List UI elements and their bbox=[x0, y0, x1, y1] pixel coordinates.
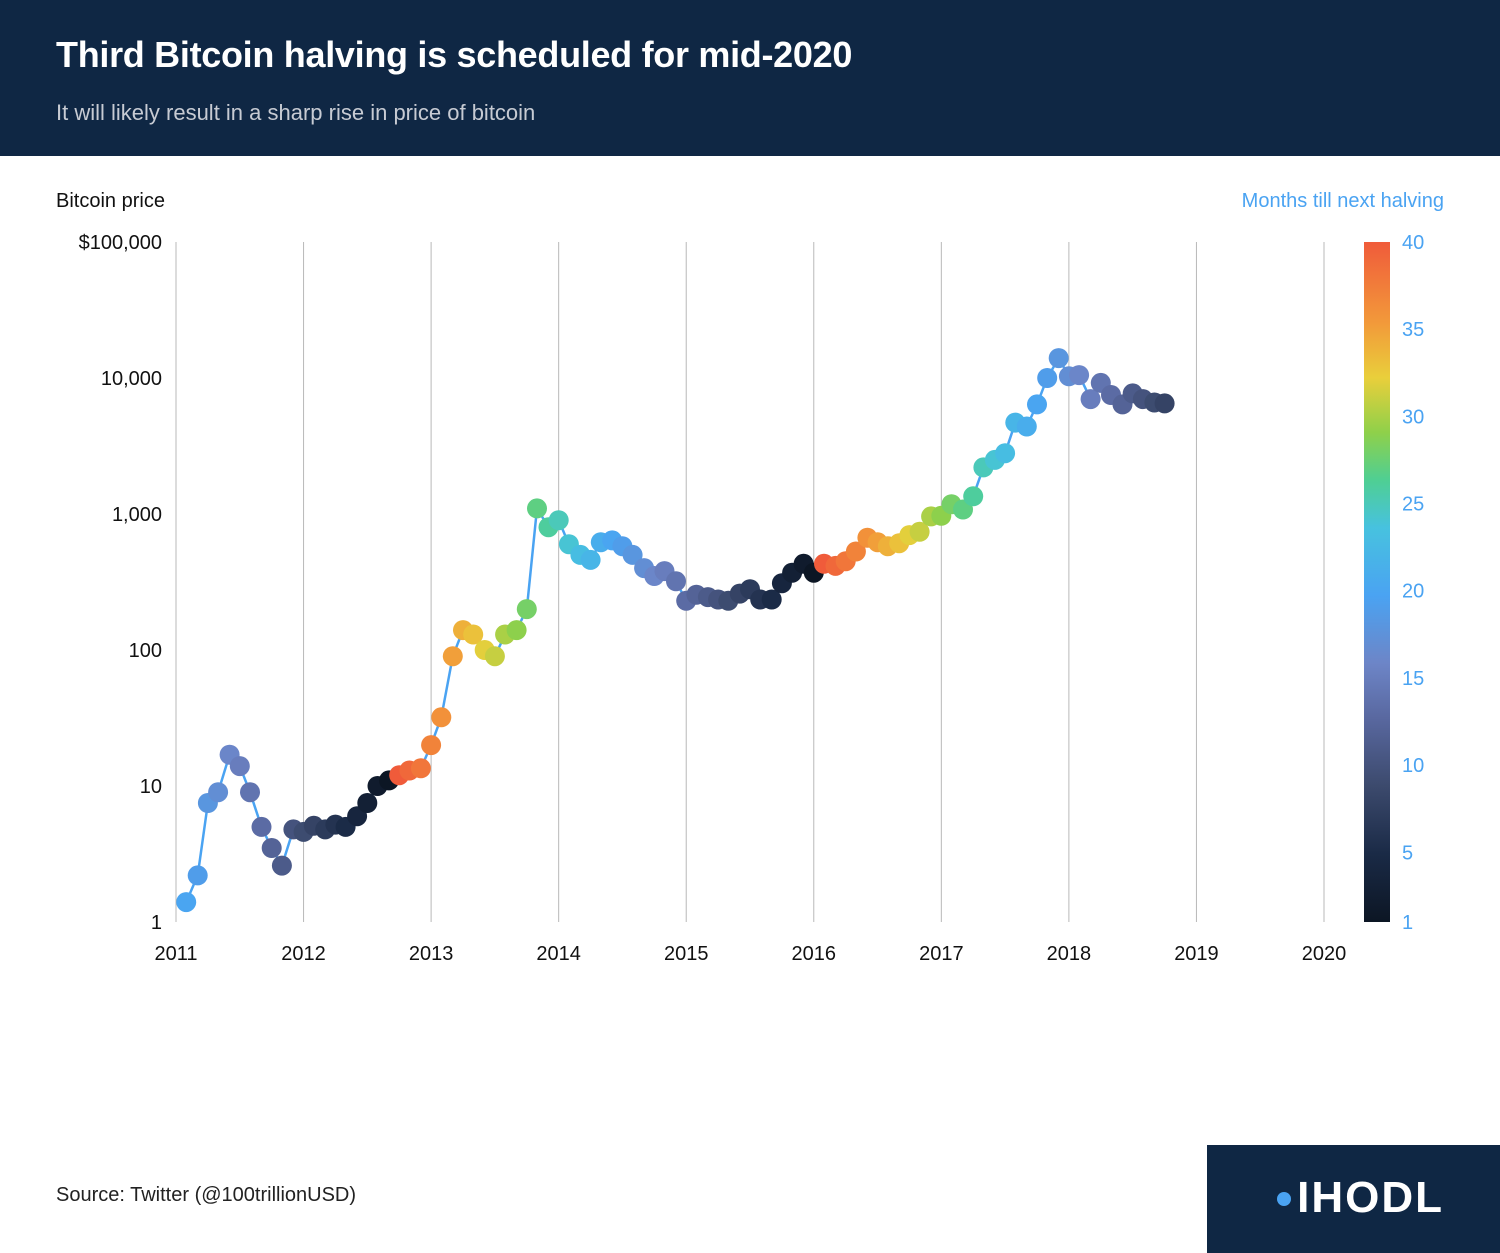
data-point bbox=[421, 735, 441, 755]
x-tick-label: 2020 bbox=[1302, 943, 1347, 965]
colorbar-tick-label: 15 bbox=[1402, 668, 1424, 690]
data-point bbox=[252, 817, 272, 837]
x-tick-label: 2016 bbox=[792, 943, 837, 965]
x-tick-label: 2011 bbox=[154, 943, 197, 965]
y-tick-label: 10,000 bbox=[101, 368, 162, 390]
data-point bbox=[176, 892, 196, 912]
y-axis-title: Bitcoin price bbox=[56, 190, 165, 213]
x-tick-label: 2013 bbox=[409, 943, 454, 965]
colorbar-tick-label: 10 bbox=[1402, 755, 1424, 777]
y-tick-label: 1,000 bbox=[112, 504, 162, 526]
colorbar-tick-label: 5 bbox=[1402, 842, 1413, 864]
data-point bbox=[1027, 394, 1047, 414]
data-point bbox=[357, 793, 377, 813]
data-point bbox=[666, 571, 686, 591]
colorbar-tick-label: 30 bbox=[1402, 406, 1424, 428]
y-tick-label: 100 bbox=[129, 640, 162, 662]
data-point bbox=[517, 599, 537, 619]
chart-container: Bitcoin price Months till next halving 2… bbox=[0, 156, 1500, 992]
data-point bbox=[1155, 393, 1175, 413]
data-point bbox=[485, 646, 505, 666]
y-tick-label: 1 bbox=[151, 912, 162, 934]
data-point bbox=[188, 865, 208, 885]
data-point bbox=[581, 550, 601, 570]
data-point bbox=[262, 838, 282, 858]
data-point bbox=[443, 646, 463, 666]
data-point bbox=[507, 620, 527, 640]
brand-badge: IHODL bbox=[1207, 1145, 1500, 1253]
x-tick-label: 2019 bbox=[1174, 943, 1219, 965]
x-tick-label: 2012 bbox=[281, 943, 326, 965]
data-point bbox=[963, 486, 983, 506]
data-point bbox=[431, 707, 451, 727]
chart-svg: 2011201220132014201520162017201820192020… bbox=[56, 232, 1444, 992]
data-point bbox=[1017, 417, 1037, 437]
plot-area: 2011201220132014201520162017201820192020… bbox=[56, 232, 1444, 992]
colorbar-tick-label: 1 bbox=[1402, 912, 1413, 934]
colorbar-tick-label: 20 bbox=[1402, 581, 1424, 603]
colorbar-tick-label: 35 bbox=[1402, 319, 1424, 341]
data-point bbox=[1069, 365, 1089, 385]
data-point bbox=[1037, 368, 1057, 388]
data-point bbox=[549, 510, 569, 530]
data-point bbox=[272, 856, 292, 876]
data-point bbox=[208, 782, 228, 802]
brand-dot-icon bbox=[1277, 1192, 1291, 1206]
source-text: Source: Twitter (@100trillionUSD) bbox=[56, 1184, 356, 1207]
colorbar-tick-label: 25 bbox=[1402, 494, 1424, 516]
x-tick-label: 2014 bbox=[536, 943, 581, 965]
page-title: Third Bitcoin halving is scheduled for m… bbox=[56, 34, 1444, 76]
header: Third Bitcoin halving is scheduled for m… bbox=[0, 0, 1500, 156]
data-point bbox=[527, 498, 547, 518]
x-tick-label: 2017 bbox=[919, 943, 964, 965]
colorbar bbox=[1364, 242, 1390, 922]
data-point bbox=[995, 443, 1015, 463]
page-subtitle: It will likely result in a sharp rise in… bbox=[56, 100, 1444, 126]
brand-text: IHODL bbox=[1297, 1173, 1444, 1223]
x-tick-label: 2018 bbox=[1047, 943, 1092, 965]
y-tick-label: $100,000 bbox=[79, 232, 162, 254]
colorbar-tick-label: 40 bbox=[1402, 232, 1424, 254]
data-point bbox=[240, 782, 260, 802]
data-point bbox=[1049, 348, 1069, 368]
data-point bbox=[230, 756, 250, 776]
x-tick-label: 2015 bbox=[664, 943, 709, 965]
data-point bbox=[411, 758, 431, 778]
colorbar-title: Months till next halving bbox=[1242, 190, 1444, 213]
y-tick-label: 10 bbox=[140, 776, 162, 798]
